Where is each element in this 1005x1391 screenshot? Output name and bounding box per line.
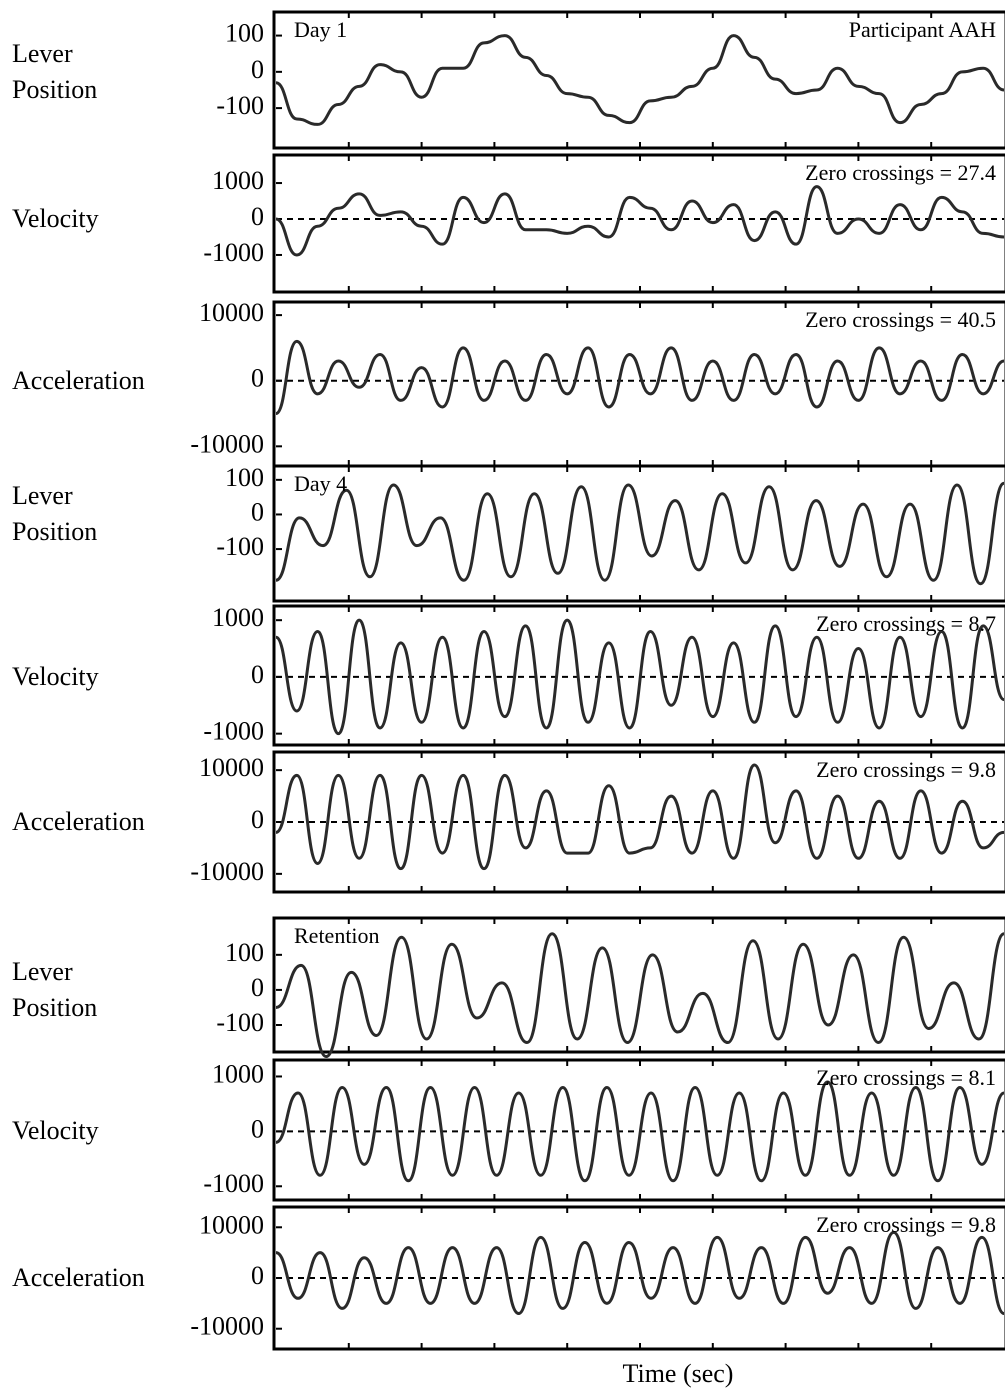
- y-tick-label: 10000: [199, 753, 264, 782]
- y-tick-label: -10000: [190, 1312, 264, 1341]
- y-axis-label: Velocity: [12, 204, 99, 233]
- y-tick-label: 0: [251, 973, 264, 1002]
- trace: [275, 763, 1005, 871]
- y-axis-label: Velocity: [12, 1116, 99, 1146]
- y-tick-label: 1000: [212, 166, 264, 195]
- y-tick-label: 0: [251, 660, 264, 689]
- y-axis-label: Lever Position: [12, 481, 98, 547]
- annotation: Day 1: [294, 17, 347, 42]
- plot-frame: [272, 916, 1005, 1054]
- annotation: Zero crossings = 40.5: [805, 307, 996, 332]
- annotation: Participant AAH: [849, 17, 996, 42]
- y-tick-label: 0: [251, 805, 264, 834]
- y-tick-label: 100: [225, 938, 264, 967]
- y-axis-label: Acceleration: [12, 807, 145, 836]
- y-tick-label: 0: [251, 1114, 264, 1143]
- y-tick-label: 1000: [212, 1059, 264, 1088]
- y-tick-label: -1000: [203, 717, 264, 746]
- trace: [275, 618, 1005, 736]
- annotation: Zero crossings = 9.8: [816, 757, 996, 782]
- annotation: Retention: [294, 923, 380, 948]
- y-tick-label: 0: [251, 364, 264, 393]
- y-tick-label: -100: [216, 91, 264, 120]
- y-tick-label: 0: [251, 497, 264, 526]
- y-tick-label: -10000: [190, 857, 264, 886]
- y-tick-label: -10000: [190, 429, 264, 458]
- y-tick-label: 10000: [199, 298, 264, 327]
- y-tick-label: 100: [225, 19, 264, 48]
- y-axis-label: Lever Position: [12, 956, 98, 1022]
- annotation: Zero crossings = 8.7: [816, 611, 996, 636]
- y-axis-label: Acceleration: [12, 1263, 145, 1292]
- y-tick-label: -100: [216, 1008, 264, 1037]
- trace: [275, 932, 1005, 1059]
- trace: [275, 1080, 1005, 1183]
- y-tick-label: -100: [216, 532, 264, 561]
- y-tick-label: -1000: [203, 238, 264, 267]
- trace: [275, 339, 1005, 416]
- annotation: Zero crossings = 9.8: [816, 1212, 996, 1237]
- y-tick-label: 0: [251, 202, 264, 231]
- trace: [275, 34, 1005, 126]
- y-tick-label: 1000: [212, 603, 264, 632]
- y-tick-label: 100: [225, 463, 264, 492]
- y-tick-label: 10000: [199, 1210, 264, 1239]
- annotation: Zero crossings = 27.4: [805, 160, 996, 185]
- x-axis-label: Time (sec): [623, 1359, 734, 1388]
- trace: [275, 481, 1005, 586]
- y-tick-label: 0: [251, 1261, 264, 1290]
- y-axis-label: Acceleration: [12, 365, 145, 395]
- plot-frame: [272, 464, 1005, 603]
- y-axis-label: Velocity: [12, 661, 99, 691]
- y-tick-label: -1000: [203, 1169, 264, 1198]
- trace: [275, 1230, 1005, 1315]
- y-tick-label: 0: [251, 55, 264, 84]
- trace: [275, 185, 1005, 257]
- y-axis-label: Lever Position: [12, 38, 98, 104]
- annotation: Zero crossings = 8.1: [816, 1065, 996, 1090]
- annotation: Day 4: [294, 471, 347, 496]
